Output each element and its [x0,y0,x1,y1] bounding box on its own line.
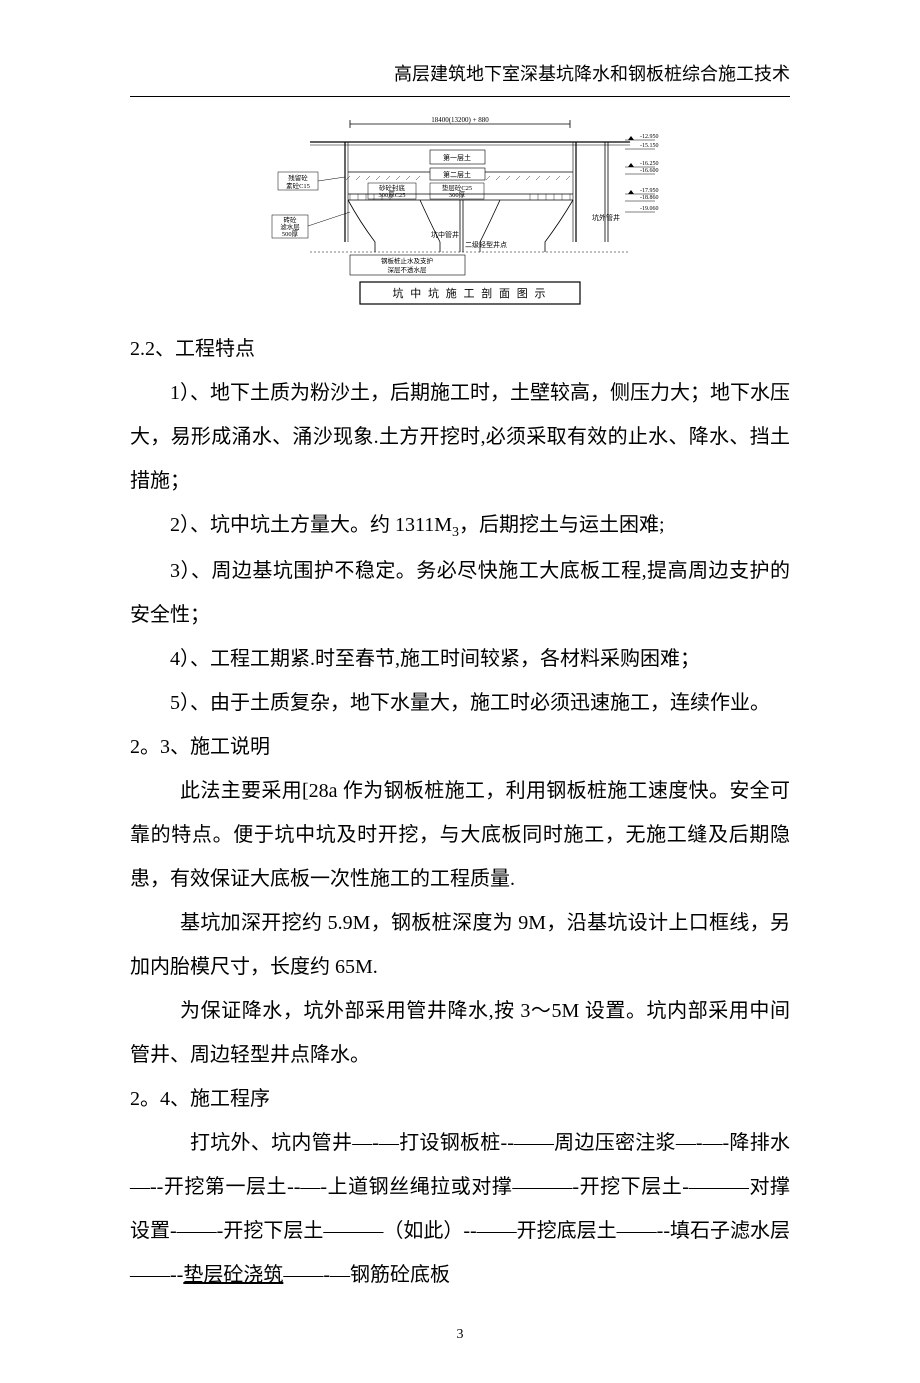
para-2-2-2b: ，后期挖土与运土困难; [459,514,665,536]
diagram-svg: 18400(13200) + 880 第一层土 [250,112,670,312]
svg-text:300厚: 300厚 [449,191,466,199]
elev-2: -15.150 [640,143,659,149]
elev-3: -16.250 [640,161,659,167]
para-2-2-2a: 2）、坑中坑土方量大。约 1311M [170,514,452,536]
heading-2-4: 2。4、施工程序 [130,1077,790,1121]
svg-text:300厚C25: 300厚C25 [378,191,405,199]
label-light-well: 二级轻型井点 [465,240,507,249]
para-2-2-4: 4）、工程工期紧.时至春节,施工时间较紧，各材料采购困难； [130,637,790,681]
dim-top: 18400(13200) + 880 [431,116,489,124]
page-header: 高层建筑地下室深基坑降水和钢板桩综合施工技术 [130,60,790,97]
elev-1: -12.950 [640,134,659,140]
document-page: 高层建筑地下室深基坑降水和钢板桩综合施工技术 18400(13200) + 88… [0,0,920,1383]
para-2-2-5: 5）、由于土质复杂，地下水量大，施工时必须迅速施工，连续作业。 [130,681,790,725]
heading-2-2: 2.2、工程特点 [130,327,790,371]
label-pile-water: 钢板桩止水及支护 [381,256,433,265]
svg-text:深层不透水层: 深层不透水层 [388,265,428,274]
elev-5: -19.060 [640,206,659,212]
para-2-3-2: 基坑加深开挖约 5.9M，钢板桩深度为 9M，沿基坑设计上口框线，另加内胎模尺寸… [130,901,790,989]
para-2-2-3: 3）、周边基坑围护不稳定。务必尽快施工大底板工程,提高周边支护的安全性； [130,549,790,637]
page-number: 3 [130,1327,790,1343]
para-2-3-3: 为保证降水，坑外部采用管井降水,按 3～5M 设置。坑内部采用中间管井、周边轻型… [130,989,790,1077]
elev-3b: -16.600 [640,168,659,174]
svg-text:500厚: 500厚 [282,230,299,238]
para-2-4-1b: ——-—钢筋砼底板 [283,1264,450,1286]
diagram-title: 坑 中 坑 施 工 剖 面 图 示 [393,286,548,300]
label-layer1: 第一层土 [443,153,471,162]
heading-2-3: 2。3、施工说明 [130,725,790,769]
svg-text:滤水层: 滤水层 [280,222,300,231]
label-brick1: 砖砼 [284,215,298,224]
label-anchor-seal: 砂砼封底 [379,183,406,192]
para-2-4-1: 打坑外、坑内管井—-—打设钢板桩--——周边压密注浆—-—-降排水—--开挖第一… [130,1121,790,1297]
para-2-2-2: 2）、坑中坑土方量大。约 1311M3，后期挖土与运土困难; [130,503,790,549]
label-layer2: 第二层土 [443,170,471,179]
para-2-3-1: 此法主要采用[28a 作为钢板桩施工，利用钢板桩施工速度快。安全可靠的特点。便于… [130,769,790,901]
para-2-2-1: 1）、地下土质为粉沙土，后期施工时，土壁较高，侧压力大；地下水压大，易形成涌水、… [130,371,790,503]
elevation-marks: -12.950 -15.150 -16.250 -16.600 -17.950 … [625,134,659,212]
label-well-center: 坑中管井 [431,230,459,239]
label-outer-well: 坑外管井 [592,213,620,222]
elev-4b: -18.860 [640,195,659,201]
label-residual1: 残留砼 [288,173,308,182]
elev-4: -17.950 [640,188,659,194]
label-cushion: 垫层砼C25 [442,183,472,192]
header-title: 高层建筑地下室深基坑降水和钢板桩综合施工技术 [394,64,790,84]
para-2-4-1a: 打坑外、坑内管井—-—打设钢板桩--——周边压密注浆—-—-降排水—--开挖第一… [130,1132,790,1286]
para-2-4-1u: 垫层砼浇筑 [183,1264,283,1286]
svg-text:素砼C15: 素砼C15 [286,181,310,190]
cross-section-diagram: 18400(13200) + 880 第一层土 [130,112,790,312]
para-2-2-2-sub: 3 [452,525,459,540]
